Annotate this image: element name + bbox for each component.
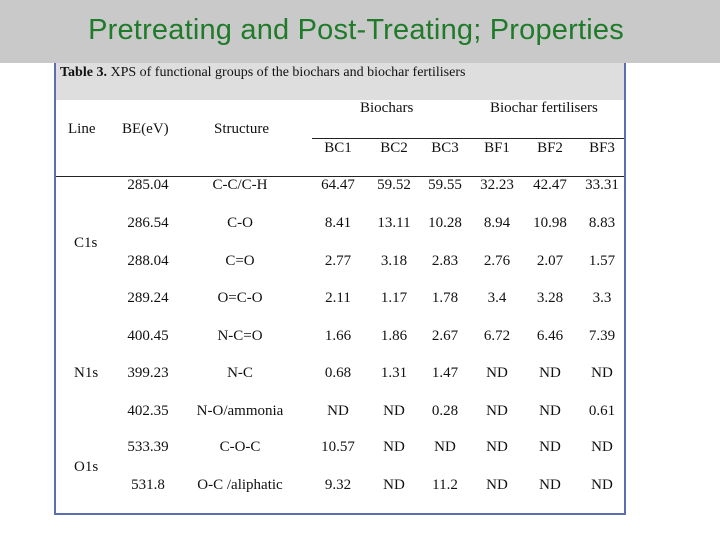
cell-value: ND xyxy=(383,439,405,455)
cell-value: 8.83 xyxy=(588,215,616,231)
sub-header-bf1: BF1 xyxy=(484,140,510,156)
cell-value: 2.83 xyxy=(431,253,459,269)
header-line: Line xyxy=(68,121,96,137)
cell-value: 8.94 xyxy=(483,215,511,231)
sub-header-bf2: BF2 xyxy=(537,140,563,156)
cell-value: ND xyxy=(486,439,508,455)
sub-header-bc1: BC1 xyxy=(324,140,352,156)
cell-value: ND xyxy=(591,365,613,381)
cell-be: 399.23 xyxy=(127,365,169,381)
cell-structure: N-C xyxy=(227,365,253,381)
cell-be: 531.8 xyxy=(131,477,165,493)
cell-value: 6.72 xyxy=(483,328,511,344)
cell-value: ND xyxy=(539,477,561,493)
header-group-biochars: Biochars xyxy=(360,100,414,116)
cell-value: ND xyxy=(327,403,349,419)
cell-value: 2.11 xyxy=(325,290,351,306)
cell-value: 64.47 xyxy=(321,177,355,193)
header-rule-bottom xyxy=(56,176,624,177)
sub-header-bc3: BC3 xyxy=(431,140,459,156)
cell-structure: C-C/C-H xyxy=(212,177,268,193)
cell-value: 2.67 xyxy=(431,328,459,344)
cell-value: 2.77 xyxy=(324,253,352,269)
header-group-fertilisers: Biochar fertilisers xyxy=(490,100,598,116)
line-label-c1s: C1s xyxy=(74,235,98,251)
cell-structure: C=O xyxy=(225,253,255,269)
cell-value: 6.46 xyxy=(536,328,564,344)
cell-be: 400.45 xyxy=(127,328,169,344)
cell-value: 11.2 xyxy=(432,477,458,493)
cell-value: 59.55 xyxy=(428,177,462,193)
cell-be: 286.54 xyxy=(127,215,169,231)
cell-value: 2.07 xyxy=(536,253,564,269)
slide-title: Pretreating and Post-Treating; Propertie… xyxy=(88,14,624,46)
cell-value: 59.52 xyxy=(377,177,411,193)
cell-value: ND xyxy=(539,439,561,455)
cell-value: 10.57 xyxy=(321,439,355,455)
table-caption-label: Table 3. xyxy=(60,65,107,80)
cell-value: ND xyxy=(539,403,561,419)
table-caption-band xyxy=(56,63,624,100)
cell-value: 32.23 xyxy=(480,177,514,193)
cell-structure: N-C=O xyxy=(217,328,263,344)
cell-value: ND xyxy=(383,477,405,493)
cell-value: 1.78 xyxy=(431,290,459,306)
cell-value: 1.66 xyxy=(324,328,352,344)
cell-value: 33.31 xyxy=(585,177,619,193)
cell-value: 3.18 xyxy=(380,253,408,269)
cell-be: 533.39 xyxy=(127,439,169,455)
header-rule-top xyxy=(312,138,624,139)
cell-be: 402.35 xyxy=(127,403,169,419)
cell-value: 9.32 xyxy=(324,477,352,493)
cell-be: 285.04 xyxy=(127,177,169,193)
cell-value: ND xyxy=(486,365,508,381)
cell-value: 42.47 xyxy=(533,177,567,193)
cell-value: 3.3 xyxy=(592,290,612,306)
cell-be: 288.04 xyxy=(127,253,169,269)
cell-structure: O-C /aliphatic xyxy=(197,477,283,493)
cell-value: ND xyxy=(434,439,456,455)
cell-value: 3.4 xyxy=(487,290,507,306)
line-label-n1s: N1s xyxy=(74,365,99,381)
table-caption: Table 3. XPS of functional groups of the… xyxy=(60,65,465,81)
line-label-o1s: O1s xyxy=(74,459,99,475)
cell-value: 3.28 xyxy=(536,290,564,306)
cell-value: 1.47 xyxy=(431,365,459,381)
cell-value: ND xyxy=(591,477,613,493)
cell-value: 0.28 xyxy=(431,403,459,419)
cell-value: 10.98 xyxy=(533,215,567,231)
cell-value: 1.17 xyxy=(380,290,408,306)
header-be: BE(eV) xyxy=(122,121,169,137)
table-caption-text: XPS of functional groups of the biochars… xyxy=(106,65,466,80)
cell-value: ND xyxy=(383,403,405,419)
cell-value: ND xyxy=(591,439,613,455)
cell-value: 8.41 xyxy=(324,215,352,231)
cell-structure: O=C-O xyxy=(217,290,263,306)
cell-value: 2.76 xyxy=(483,253,511,269)
cell-value: 0.68 xyxy=(324,365,352,381)
cell-structure: C-O xyxy=(227,215,253,231)
cell-structure: C-O-C xyxy=(219,439,261,455)
cell-value: 1.57 xyxy=(588,253,616,269)
title-band xyxy=(0,0,720,63)
cell-value: 1.86 xyxy=(380,328,408,344)
header-structure: Structure xyxy=(214,121,269,137)
cell-value: 10.28 xyxy=(428,215,462,231)
cell-value: ND xyxy=(486,403,508,419)
sub-header-bf3: BF3 xyxy=(589,140,615,156)
cell-value: 0.61 xyxy=(588,403,616,419)
sub-header-bc2: BC2 xyxy=(380,140,408,156)
xps-table: Table 3. XPS of functional groups of the… xyxy=(54,63,626,515)
cell-structure: N-O/ammonia xyxy=(196,403,284,419)
cell-value: ND xyxy=(486,477,508,493)
cell-value: ND xyxy=(539,365,561,381)
cell-value: 7.39 xyxy=(588,328,616,344)
cell-value: 13.11 xyxy=(377,215,411,231)
cell-be: 289.24 xyxy=(127,290,169,306)
cell-value: 1.31 xyxy=(380,365,408,381)
